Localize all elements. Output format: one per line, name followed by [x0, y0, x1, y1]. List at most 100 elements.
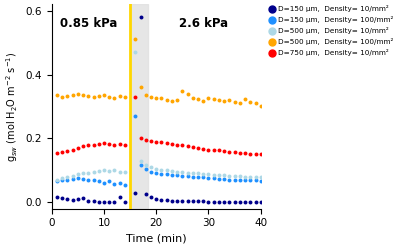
D=750 μm,  Density= 10/mm²	[90, 143, 97, 147]
D=750 μm,  Density= 10/mm²	[232, 150, 238, 154]
D=750 μm,  Density= 10/mm²	[258, 152, 264, 156]
D=150 μm,  Density= 10/mm²	[200, 199, 206, 203]
D=500 μm,  Density= 100/mm²	[64, 94, 71, 98]
D=150 μm,  Density= 10/mm²	[169, 199, 175, 203]
D=150 μm,  Density= 10/mm²	[75, 197, 81, 201]
D=150 μm,  Density= 10/mm²	[70, 198, 76, 202]
D=500 μm,  Density= 10/mm²	[59, 176, 65, 180]
D=500 μm,  Density= 100/mm²	[195, 97, 201, 101]
D=500 μm,  Density= 100/mm²	[258, 104, 264, 108]
D=750 μm,  Density= 10/mm²	[85, 143, 92, 147]
D=150 μm,  Density= 100/mm²	[232, 178, 238, 182]
D=150 μm,  Density= 100/mm²	[137, 163, 144, 167]
D=500 μm,  Density= 100/mm²	[80, 93, 86, 97]
D=500 μm,  Density= 10/mm²	[158, 168, 165, 172]
D=500 μm,  Density= 100/mm²	[101, 93, 107, 97]
D=500 μm,  Density= 100/mm²	[190, 96, 196, 100]
D=150 μm,  Density= 10/mm²	[137, 15, 144, 19]
D=500 μm,  Density= 10/mm²	[216, 173, 222, 177]
D=150 μm,  Density= 10/mm²	[252, 200, 259, 204]
D=500 μm,  Density= 10/mm²	[210, 173, 217, 177]
D=500 μm,  Density= 100/mm²	[237, 101, 243, 105]
Legend: D=150 μm,  Density= 10/mm², D=150 μm,  Density= 100/mm², D=500 μm,  Density= 10/: D=150 μm, Density= 10/mm², D=150 μm, Den…	[266, 4, 395, 58]
D=150 μm,  Density= 10/mm²	[258, 200, 264, 204]
D=150 μm,  Density= 10/mm²	[122, 200, 128, 204]
D=150 μm,  Density= 100/mm²	[190, 175, 196, 179]
D=750 μm,  Density= 10/mm²	[158, 140, 165, 144]
D=150 μm,  Density= 100/mm²	[179, 174, 186, 178]
D=150 μm,  Density= 100/mm²	[132, 114, 138, 118]
D=150 μm,  Density= 100/mm²	[200, 175, 206, 179]
D=750 μm,  Density= 10/mm²	[179, 143, 186, 147]
D=750 μm,  Density= 10/mm²	[137, 136, 144, 140]
D=150 μm,  Density= 100/mm²	[142, 167, 149, 171]
D=500 μm,  Density= 100/mm²	[142, 93, 149, 97]
Bar	[130, 4, 148, 209]
D=150 μm,  Density= 100/mm²	[106, 180, 112, 184]
D=500 μm,  Density= 100/mm²	[169, 99, 175, 103]
D=150 μm,  Density= 100/mm²	[75, 176, 81, 180]
D=150 μm,  Density= 10/mm²	[111, 200, 118, 204]
D=150 μm,  Density= 10/mm²	[106, 200, 112, 204]
D=750 μm,  Density= 10/mm²	[70, 148, 76, 152]
D=150 μm,  Density= 10/mm²	[148, 195, 154, 199]
D=150 μm,  Density= 100/mm²	[258, 180, 264, 184]
D=500 μm,  Density= 10/mm²	[195, 171, 201, 175]
D=500 μm,  Density= 10/mm²	[252, 175, 259, 179]
D=750 μm,  Density= 10/mm²	[237, 151, 243, 155]
D=750 μm,  Density= 10/mm²	[106, 142, 112, 146]
D=150 μm,  Density= 10/mm²	[174, 199, 180, 203]
D=500 μm,  Density= 10/mm²	[70, 174, 76, 178]
D=500 μm,  Density= 100/mm²	[70, 93, 76, 97]
D=500 μm,  Density= 100/mm²	[106, 95, 112, 99]
D=150 μm,  Density= 10/mm²	[96, 200, 102, 204]
D=500 μm,  Density= 100/mm²	[54, 93, 60, 97]
D=500 μm,  Density= 10/mm²	[200, 172, 206, 176]
D=150 μm,  Density= 10/mm²	[179, 199, 186, 203]
D=500 μm,  Density= 10/mm²	[174, 170, 180, 174]
D=500 μm,  Density= 100/mm²	[137, 85, 144, 89]
D=150 μm,  Density= 100/mm²	[70, 177, 76, 181]
D=500 μm,  Density= 10/mm²	[164, 168, 170, 172]
D=150 μm,  Density= 100/mm²	[237, 179, 243, 183]
D=500 μm,  Density= 100/mm²	[252, 101, 259, 105]
D=750 μm,  Density= 10/mm²	[54, 151, 60, 155]
D=500 μm,  Density= 10/mm²	[137, 159, 144, 163]
D=150 μm,  Density= 10/mm²	[54, 195, 60, 199]
D=150 μm,  Density= 100/mm²	[169, 173, 175, 177]
D=500 μm,  Density= 10/mm²	[142, 163, 149, 167]
D=150 μm,  Density= 100/mm²	[226, 178, 232, 182]
D=150 μm,  Density= 100/mm²	[221, 177, 227, 181]
D=500 μm,  Density= 100/mm²	[164, 98, 170, 102]
D=750 μm,  Density= 10/mm²	[142, 138, 149, 142]
D=500 μm,  Density= 10/mm²	[242, 175, 248, 179]
D=150 μm,  Density= 10/mm²	[158, 198, 165, 202]
D=500 μm,  Density= 100/mm²	[247, 100, 254, 104]
D=150 μm,  Density= 100/mm²	[59, 179, 65, 183]
D=150 μm,  Density= 100/mm²	[247, 179, 254, 183]
D=500 μm,  Density= 100/mm²	[242, 97, 248, 101]
D=150 μm,  Density= 10/mm²	[210, 200, 217, 204]
D=150 μm,  Density= 100/mm²	[158, 172, 165, 176]
D=500 μm,  Density= 10/mm²	[153, 167, 160, 171]
D=500 μm,  Density= 10/mm²	[85, 171, 92, 175]
D=150 μm,  Density= 100/mm²	[153, 171, 160, 175]
D=500 μm,  Density= 100/mm²	[232, 100, 238, 104]
D=150 μm,  Density= 10/mm²	[153, 197, 160, 201]
D=750 μm,  Density= 10/mm²	[132, 95, 138, 99]
D=150 μm,  Density= 10/mm²	[101, 200, 107, 204]
D=150 μm,  Density= 100/mm²	[116, 181, 123, 185]
D=750 μm,  Density= 10/mm²	[111, 143, 118, 147]
D=500 μm,  Density= 10/mm²	[101, 168, 107, 172]
D=500 μm,  Density= 10/mm²	[232, 174, 238, 178]
D=500 μm,  Density= 100/mm²	[210, 97, 217, 101]
D=150 μm,  Density= 100/mm²	[174, 173, 180, 177]
D=500 μm,  Density= 10/mm²	[64, 175, 71, 179]
D=500 μm,  Density= 100/mm²	[226, 98, 232, 102]
D=150 μm,  Density= 100/mm²	[164, 172, 170, 176]
D=150 μm,  Density= 10/mm²	[232, 200, 238, 204]
D=500 μm,  Density= 100/mm²	[132, 37, 138, 41]
D=150 μm,  Density= 10/mm²	[90, 199, 97, 203]
D=750 μm,  Density= 10/mm²	[205, 148, 212, 152]
D=500 μm,  Density= 10/mm²	[75, 172, 81, 176]
